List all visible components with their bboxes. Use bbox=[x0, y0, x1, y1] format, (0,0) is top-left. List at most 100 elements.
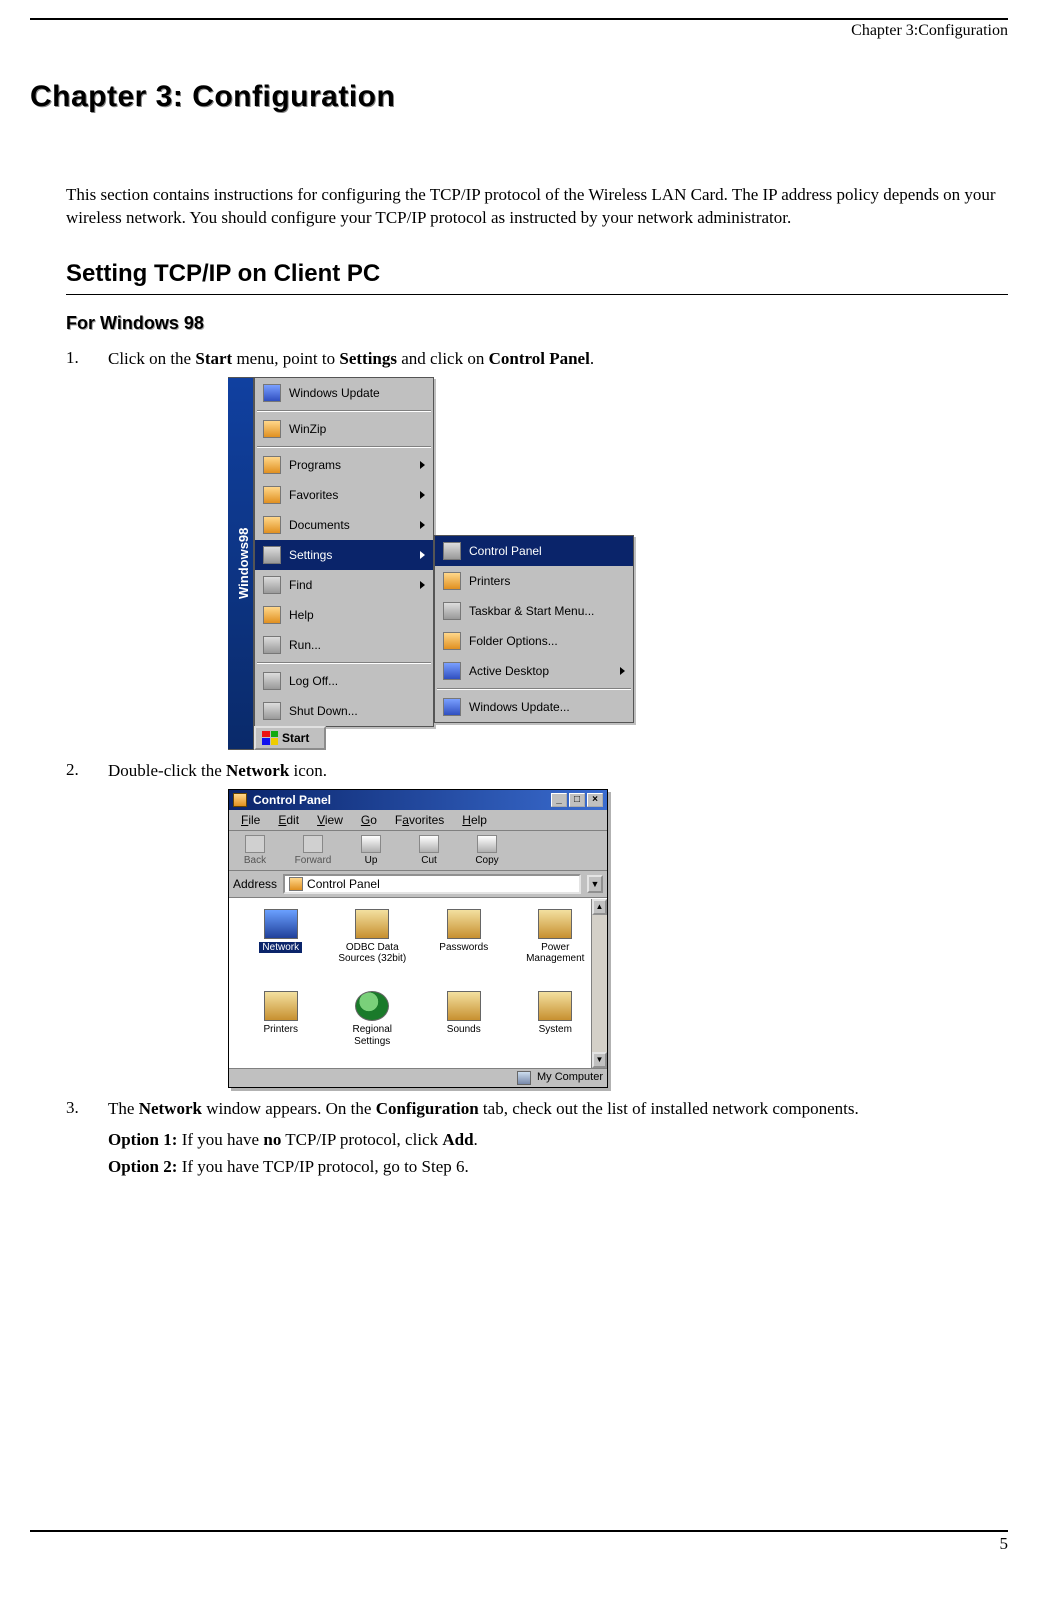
menu-separator bbox=[437, 688, 631, 690]
menu-label: Printers bbox=[469, 574, 510, 588]
control-panel-body: Network ODBC DataSources (32bit) Passwor… bbox=[229, 898, 607, 1068]
text: menu, point to bbox=[232, 349, 339, 368]
menu-label: Find bbox=[289, 578, 312, 592]
bold-network: Network bbox=[226, 761, 289, 780]
menu-item-find[interactable]: Find bbox=[255, 570, 433, 600]
menu-favorites[interactable]: Favorites bbox=[387, 812, 452, 828]
status-bar: My Computer bbox=[229, 1068, 607, 1087]
menu-go[interactable]: Go bbox=[353, 812, 385, 828]
tool-up[interactable]: Up bbox=[351, 835, 391, 866]
maximize-button[interactable]: □ bbox=[569, 793, 585, 807]
folder-icon bbox=[233, 793, 247, 807]
icon-sounds[interactable]: Sounds bbox=[420, 991, 508, 1064]
menu-separator bbox=[257, 446, 431, 448]
tool-label: Back bbox=[244, 855, 266, 866]
menu-item-favorites[interactable]: Favorites bbox=[255, 480, 433, 510]
menu-view[interactable]: View bbox=[309, 812, 351, 828]
icon-odbc[interactable]: ODBC DataSources (32bit) bbox=[329, 909, 417, 982]
icon-system[interactable]: System bbox=[512, 991, 600, 1064]
minimize-button[interactable]: _ bbox=[551, 793, 567, 807]
menu-item-logoff[interactable]: Log Off... bbox=[255, 666, 433, 696]
menu-label: Control Panel bbox=[469, 544, 542, 558]
up-icon bbox=[361, 835, 381, 853]
submenu-control-panel[interactable]: Control Panel bbox=[435, 536, 633, 566]
scroll-track[interactable] bbox=[592, 915, 607, 1052]
text: tab, check out the list of installed net… bbox=[479, 1099, 859, 1118]
menu-separator bbox=[257, 662, 431, 664]
menu-item-settings[interactable]: Settings bbox=[255, 540, 433, 570]
bold-add: Add bbox=[442, 1130, 473, 1149]
tool-forward[interactable]: Forward bbox=[293, 835, 333, 866]
text: and click on bbox=[397, 349, 489, 368]
bold-no: no bbox=[263, 1130, 281, 1149]
start-menu-panel: Windows Update WinZip Programs Favorites… bbox=[254, 377, 434, 727]
tool-back[interactable]: Back bbox=[235, 835, 275, 866]
submenu-printers[interactable]: Printers bbox=[435, 566, 633, 596]
power-icon bbox=[263, 702, 281, 720]
bold-option1: Option 1: bbox=[108, 1130, 177, 1149]
menu-item-run[interactable]: Run... bbox=[255, 630, 433, 660]
menu-item-windows-update[interactable]: Windows Update bbox=[255, 378, 433, 408]
bold-option2: Option 2: bbox=[108, 1157, 177, 1176]
menu-file[interactable]: FFileile bbox=[233, 812, 268, 828]
computer-icon bbox=[517, 1071, 531, 1085]
submenu-taskbar[interactable]: Taskbar & Start Menu... bbox=[435, 596, 633, 626]
chevron-right-icon bbox=[420, 461, 425, 469]
option-2: Option 2: If you have TCP/IP protocol, g… bbox=[108, 1154, 1008, 1180]
text: . bbox=[590, 349, 594, 368]
scroll-down-button[interactable]: ▼ bbox=[592, 1052, 607, 1068]
menu-item-shutdown[interactable]: Shut Down... bbox=[255, 696, 433, 726]
page-number: 5 bbox=[1000, 1534, 1009, 1553]
menu-label: Documents bbox=[289, 518, 350, 532]
menu-help[interactable]: Help bbox=[454, 812, 495, 828]
step-list: 1. Click on the Start menu, point to Set… bbox=[66, 348, 1008, 1121]
section-title: Setting TCP/IP on Client PC bbox=[66, 260, 1008, 290]
icon-regional[interactable]: RegionalSettings bbox=[329, 991, 417, 1064]
icon-power[interactable]: PowerManagement bbox=[512, 909, 600, 982]
taskbar-icon bbox=[443, 602, 461, 620]
menu-item-programs[interactable]: Programs bbox=[255, 450, 433, 480]
menu-item-help[interactable]: Help bbox=[255, 600, 433, 630]
tool-cut[interactable]: Cut bbox=[409, 835, 449, 866]
copy-icon bbox=[477, 835, 497, 853]
text: icon. bbox=[289, 761, 327, 780]
submenu-windows-update[interactable]: Windows Update... bbox=[435, 692, 633, 722]
key-icon bbox=[263, 672, 281, 690]
start-button[interactable]: Start bbox=[254, 726, 326, 750]
menu-label: Windows Update bbox=[289, 386, 380, 400]
toolbar: Back Forward Up Cut Copy bbox=[229, 831, 607, 871]
chevron-right-icon bbox=[420, 581, 425, 589]
menu-item-winzip[interactable]: WinZip bbox=[255, 414, 433, 444]
submenu-folder-options[interactable]: Folder Options... bbox=[435, 626, 633, 656]
text: window appears. On the bbox=[202, 1099, 376, 1118]
control-panel-icon bbox=[443, 542, 461, 560]
vertical-scrollbar[interactable]: ▲ ▼ bbox=[591, 899, 607, 1068]
menu-label: Programs bbox=[289, 458, 341, 472]
chapter-title: Chapter 3: Configuration bbox=[30, 80, 1008, 114]
menu-separator bbox=[257, 410, 431, 412]
dropdown-button[interactable]: ▼ bbox=[587, 875, 603, 893]
folder-icon bbox=[443, 632, 461, 650]
icon-printers[interactable]: Printers bbox=[237, 991, 325, 1064]
titlebar[interactable]: Control Panel _ □ × bbox=[229, 790, 607, 810]
icon-passwords[interactable]: Passwords bbox=[420, 909, 508, 982]
text: . bbox=[474, 1130, 478, 1149]
chevron-right-icon bbox=[420, 551, 425, 559]
search-icon bbox=[263, 576, 281, 594]
icon-network[interactable]: Network bbox=[237, 909, 325, 982]
close-button[interactable]: × bbox=[587, 793, 603, 807]
step-3-text: The Network window appears. On the Confi… bbox=[108, 1098, 1008, 1121]
address-input[interactable]: Control Panel bbox=[283, 874, 581, 894]
step-number: 2. bbox=[66, 760, 108, 1094]
intro-paragraph: This section contains instructions for c… bbox=[66, 184, 1008, 230]
submenu-active-desktop[interactable]: Active Desktop bbox=[435, 656, 633, 686]
control-panel-window: Control Panel _ □ × FFileile Edit View G… bbox=[228, 789, 608, 1088]
menu-edit[interactable]: Edit bbox=[270, 812, 307, 828]
bold-start: Start bbox=[195, 349, 232, 368]
icon-label: Printers bbox=[264, 1024, 298, 1036]
menu-label: Log Off... bbox=[289, 674, 338, 688]
scroll-up-button[interactable]: ▲ bbox=[592, 899, 607, 915]
tool-copy[interactable]: Copy bbox=[467, 835, 507, 866]
menu-item-documents[interactable]: Documents bbox=[255, 510, 433, 540]
desktop-icon bbox=[443, 662, 461, 680]
